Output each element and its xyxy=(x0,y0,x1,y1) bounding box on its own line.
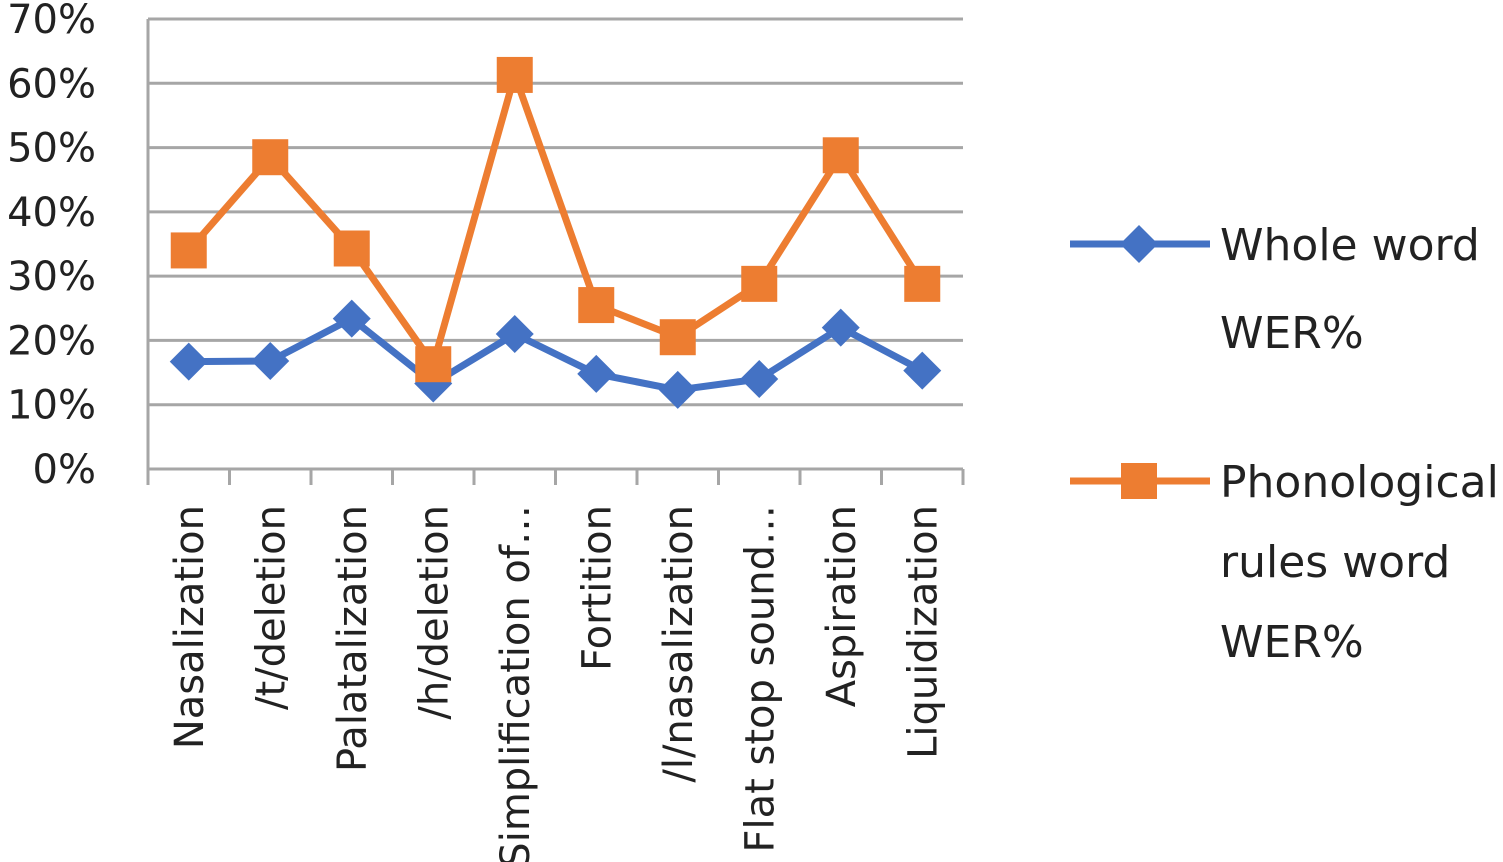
data-point xyxy=(496,56,533,93)
x-tick-label: Aspiration xyxy=(819,505,865,707)
series-line xyxy=(188,315,924,394)
data-point xyxy=(904,265,941,302)
legend-marker xyxy=(1121,463,1157,499)
series-2 xyxy=(170,56,941,383)
x-tick-label: /h/deletion xyxy=(411,505,457,720)
y-tick-label: 30% xyxy=(7,254,96,300)
x-tick-label: Fortition xyxy=(574,505,620,671)
data-point xyxy=(333,230,370,267)
y-tick-label: 70% xyxy=(7,0,96,43)
data-point xyxy=(740,360,779,398)
y-tick-label: 40% xyxy=(7,190,96,236)
y-axis-tick-labels: 0% 10% 20% 30% 40% 50% 60% 70% xyxy=(7,0,96,493)
data-point xyxy=(741,265,778,302)
legend-label: WER% xyxy=(1220,617,1364,668)
series-lines xyxy=(169,56,942,409)
data-point xyxy=(903,351,942,390)
y-tick-label: 50% xyxy=(7,126,96,172)
series-line xyxy=(186,71,926,368)
data-point xyxy=(821,308,860,347)
legend-label: rules word xyxy=(1220,537,1450,588)
x-tick-label: Flat stop sound… xyxy=(737,505,783,853)
legend-label: WER% xyxy=(1220,308,1364,359)
data-point xyxy=(251,342,290,380)
y-tick-label: 20% xyxy=(7,318,96,364)
data-point xyxy=(658,370,697,409)
data-point xyxy=(495,315,534,353)
x-tick-label: Palatalization xyxy=(330,505,376,772)
y-tick-label: 0% xyxy=(33,447,96,493)
legend-label: Phonological xyxy=(1220,457,1499,508)
x-tick-label: Nasalization xyxy=(167,505,213,749)
data-point xyxy=(169,342,208,381)
y-tick-label: 60% xyxy=(7,61,96,107)
x-tick-label: /l/nasalization xyxy=(656,505,702,783)
x-tick-label: Simplification of… xyxy=(493,505,539,862)
legend-label: Whole word xyxy=(1220,220,1480,271)
data-point xyxy=(822,137,859,174)
legend: Whole word WER% Phonological rules word WER% xyxy=(1070,220,1499,668)
data-point xyxy=(659,319,696,356)
axes xyxy=(146,19,965,485)
data-point xyxy=(252,139,289,176)
x-tick-label: /t/deletion xyxy=(248,505,294,710)
legend-marker xyxy=(1120,225,1158,263)
legend-entry: Phonological rules word WER% xyxy=(1070,457,1499,668)
data-point xyxy=(577,354,616,393)
data-point xyxy=(170,232,207,269)
data-point xyxy=(415,346,452,383)
x-tick-label: Liquidization xyxy=(900,505,946,759)
x-axis-tick-labels: Nasalization/t/deletion Palatalization/h/… xyxy=(167,505,947,862)
legend-entry: Whole word WER% xyxy=(1070,220,1480,359)
data-point xyxy=(332,299,371,338)
series-1 xyxy=(169,299,942,409)
data-point xyxy=(578,287,615,324)
y-tick-label: 10% xyxy=(7,383,96,429)
